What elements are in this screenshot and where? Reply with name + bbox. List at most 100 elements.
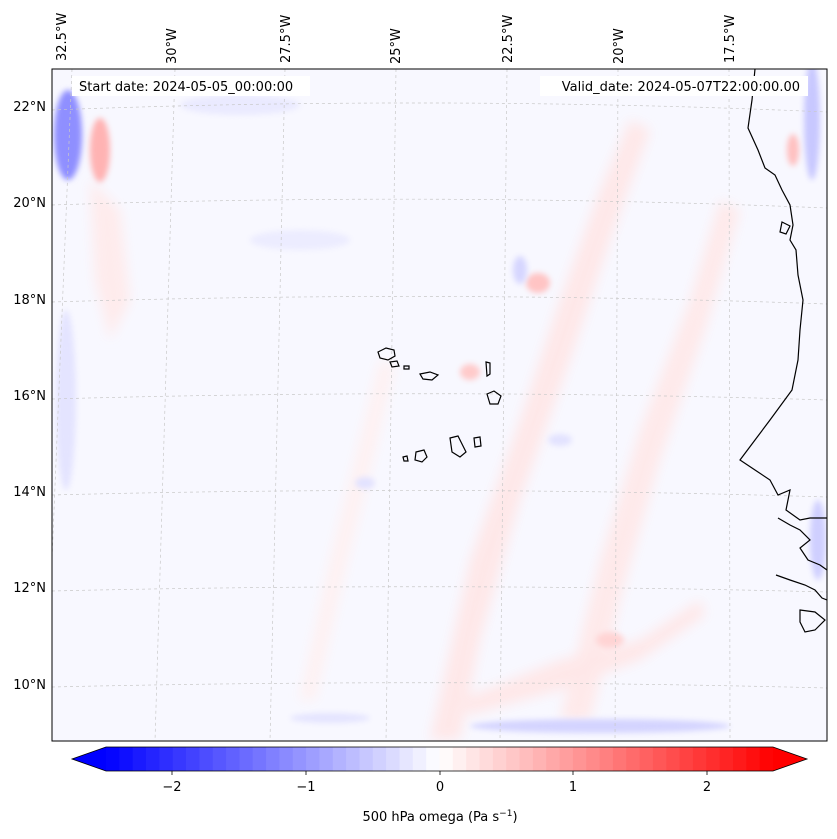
valid-date-label: Valid_date: 2024-05-07T22:00:00.00 bbox=[562, 80, 800, 95]
descent-spot bbox=[804, 69, 820, 180]
colorbar-segment bbox=[452, 747, 467, 771]
longitude-labels: 32.5°W 30°W 27.5°W 25°W 22.5°W 20°W 17.5… bbox=[55, 13, 738, 64]
ascent-spot bbox=[90, 118, 110, 182]
ascent-spot bbox=[460, 364, 480, 380]
lat-label: 10°N bbox=[13, 678, 46, 693]
ascent-spot bbox=[526, 273, 550, 293]
lon-label: 27.5°W bbox=[279, 15, 294, 63]
colorbar-segment bbox=[706, 747, 721, 771]
colorbar-segment bbox=[466, 747, 481, 771]
colorbar-extend-high bbox=[773, 747, 807, 771]
colorbar-segment bbox=[759, 747, 774, 771]
colorbar-segment bbox=[226, 747, 240, 771]
descent-spot bbox=[180, 95, 300, 115]
lon-label: 32.5°W bbox=[55, 13, 70, 61]
colorbar-ticks bbox=[171, 771, 708, 775]
colorbar-segment bbox=[239, 747, 254, 771]
colorbar: −2 −1 0 1 2 500 hPa omega (Pa s−1) bbox=[70, 746, 809, 825]
colorbar-segment bbox=[372, 747, 387, 771]
colorbar-segment bbox=[212, 747, 227, 771]
colorbar-tick-label: 2 bbox=[703, 780, 711, 795]
colorbar-segment bbox=[559, 747, 574, 771]
colorbar-segment bbox=[332, 747, 347, 771]
start-date-label: Start date: 2024-05-05_00:00:00 bbox=[79, 80, 293, 95]
colorbar-segment bbox=[599, 747, 614, 771]
colorbar-segment bbox=[399, 747, 414, 771]
colorbar-segment bbox=[172, 747, 187, 771]
colorbar-segments bbox=[106, 747, 774, 771]
descent-spot bbox=[290, 713, 370, 723]
colorbar-segment bbox=[626, 747, 641, 771]
colorbar-segment bbox=[612, 747, 627, 771]
lat-label: 14°N bbox=[13, 485, 46, 500]
colorbar-segment bbox=[386, 747, 401, 771]
colorbar-segment bbox=[106, 747, 120, 771]
lat-label: 12°N bbox=[13, 581, 46, 596]
colorbar-segment bbox=[732, 747, 747, 771]
colorbar-segment bbox=[479, 747, 494, 771]
lat-label: 18°N bbox=[13, 293, 46, 308]
descent-spot bbox=[355, 477, 375, 489]
descent-spot bbox=[54, 90, 82, 180]
colorbar-label: 500 hPa omega (Pa s−1) bbox=[362, 809, 517, 825]
ascent-spot bbox=[596, 632, 624, 648]
colorbar-segment bbox=[652, 747, 667, 771]
colorbar-segment bbox=[186, 747, 200, 771]
lon-label: 20°W bbox=[612, 28, 627, 64]
colorbar-segment bbox=[412, 747, 427, 771]
colorbar-segment bbox=[146, 747, 160, 771]
colorbar-outline bbox=[70, 746, 809, 772]
ascent-spot bbox=[787, 134, 799, 166]
colorbar-segment bbox=[359, 747, 374, 771]
colorbar-segment bbox=[266, 747, 281, 771]
lon-label: 17.5°W bbox=[723, 15, 738, 63]
coastline bbox=[739, 69, 827, 633]
colorbar-segment bbox=[746, 747, 761, 771]
colorbar-segment bbox=[492, 747, 507, 771]
omega-field bbox=[52, 69, 827, 741]
lat-label: 16°N bbox=[13, 389, 46, 404]
map-panel: Start date: 2024-05-05_00:00:00 Valid_da… bbox=[13, 13, 828, 742]
descent-spot bbox=[250, 230, 350, 250]
map-background bbox=[52, 69, 827, 741]
west-africa-coast bbox=[739, 69, 827, 521]
colorbar-segment bbox=[519, 747, 534, 771]
colorbar-segment bbox=[546, 747, 561, 771]
colorbar-segment bbox=[346, 747, 361, 771]
gridlines bbox=[52, 69, 827, 741]
valid-date-box bbox=[540, 76, 808, 96]
colorbar-segment bbox=[132, 747, 147, 771]
start-date-box bbox=[72, 76, 310, 96]
descent-spot bbox=[810, 500, 826, 580]
colorbar-tick-label: 1 bbox=[569, 780, 577, 795]
colorbar-segment bbox=[292, 747, 307, 771]
colorbar-segment bbox=[506, 747, 521, 771]
lat-label: 20°N bbox=[13, 196, 46, 211]
lon-label: 30°W bbox=[165, 28, 180, 64]
colorbar-segment bbox=[199, 747, 214, 771]
latitude-labels: 22°N 20°N 18°N 16°N 14°N 12°N 10°N bbox=[13, 100, 46, 693]
colorbar-segment bbox=[719, 747, 734, 771]
lat-label: 22°N bbox=[13, 100, 46, 115]
colorbar-tick-label: −1 bbox=[296, 780, 315, 795]
colorbar-segment bbox=[439, 747, 454, 771]
colorbar-segment bbox=[119, 747, 134, 771]
colorbar-segment bbox=[572, 747, 587, 771]
colorbar-segment bbox=[692, 747, 707, 771]
colorbar-segment bbox=[532, 747, 547, 771]
colorbar-tick-label: 0 bbox=[436, 780, 444, 795]
descent-spot bbox=[470, 719, 730, 733]
descent-spot bbox=[548, 434, 572, 446]
colorbar-segment bbox=[319, 747, 334, 771]
colorbar-segment bbox=[679, 747, 694, 771]
colorbar-segment bbox=[279, 747, 294, 771]
cape-verde-islands bbox=[377, 347, 502, 463]
colorbar-segment bbox=[666, 747, 681, 771]
colorbar-segment bbox=[586, 747, 601, 771]
colorbar-segment bbox=[159, 747, 174, 771]
descent-spot bbox=[513, 256, 527, 284]
lon-label: 22.5°W bbox=[501, 15, 516, 63]
colorbar-segment bbox=[426, 747, 441, 771]
colorbar-extend-low bbox=[72, 747, 106, 771]
